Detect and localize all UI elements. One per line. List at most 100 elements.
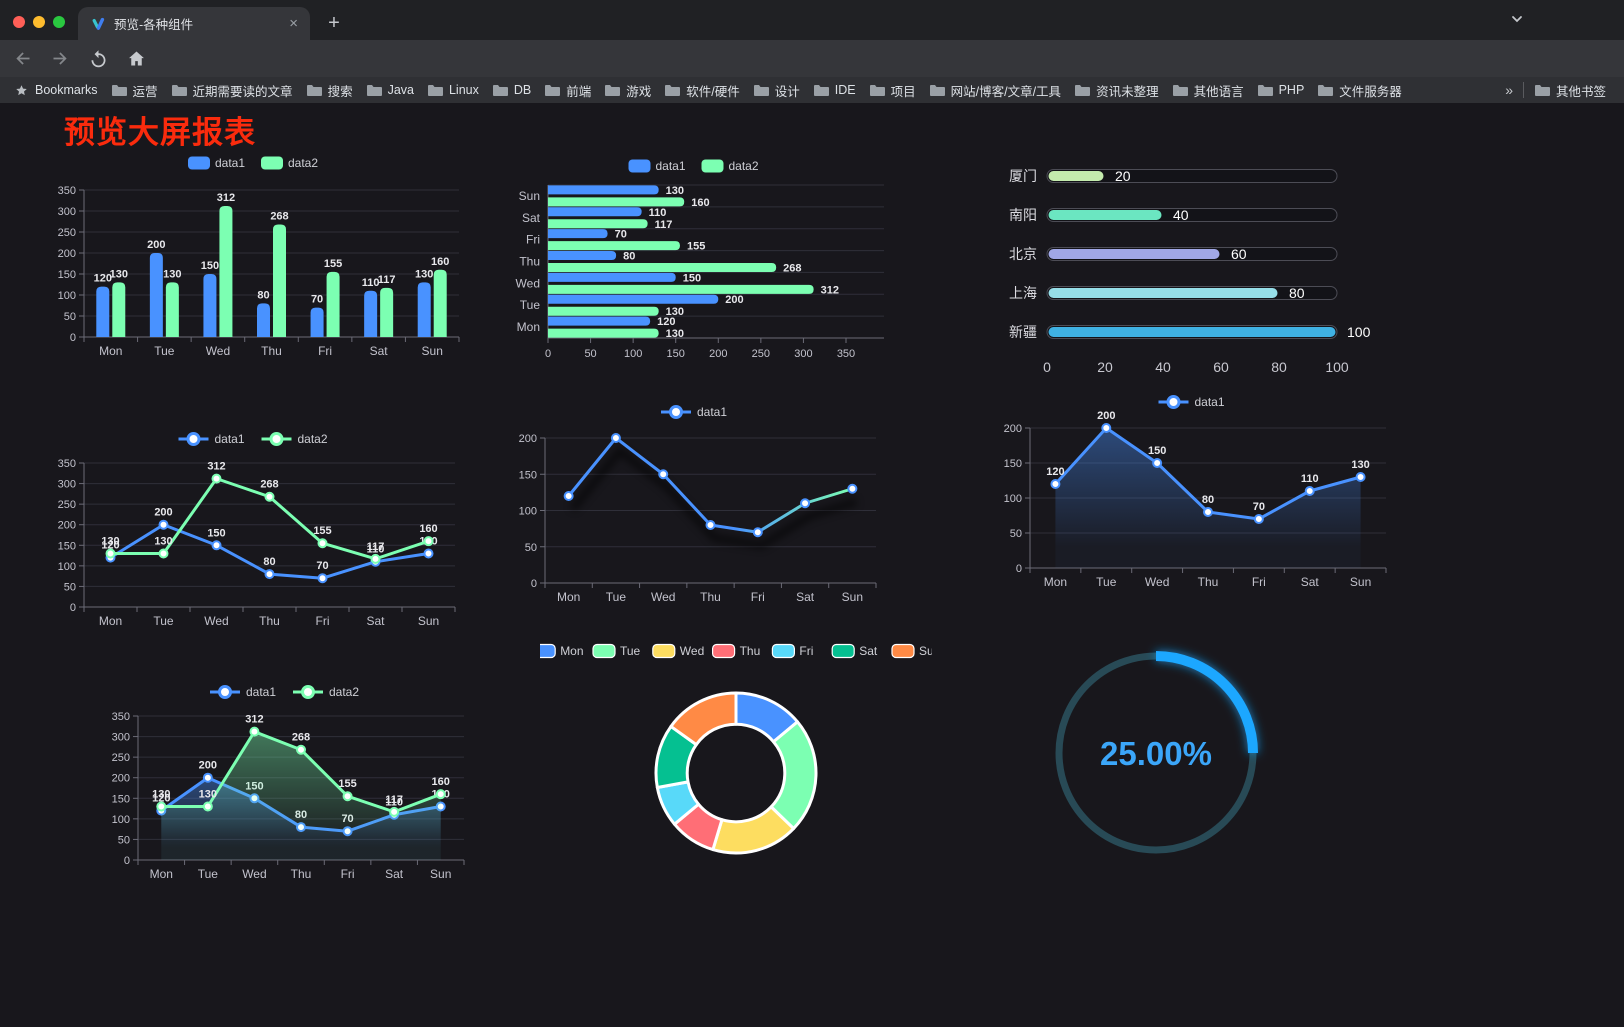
svg-text:20: 20 [1115, 168, 1131, 184]
svg-text:Wed: Wed [206, 344, 230, 358]
chart-line-gradient[interactable]: 0 50 100 150 200 Mon Tue Wed Thu Fri Sat Sun data1 [503, 398, 888, 613]
bookmark-folder[interactable]: 设计 [753, 81, 800, 100]
bookmark-folder-label: 运营 [132, 84, 158, 99]
chart-line-two-series[interactable]: 0 50 100 150 200 250 300 350 Mon Tue Wed Thu Fri Sat S… [42, 425, 467, 637]
bookmark-folder-label: 文件服务器 [1339, 84, 1402, 99]
svg-text:Fri: Fri [799, 644, 813, 658]
svg-text:Sat: Sat [796, 590, 815, 604]
zoom-window-button[interactable] [53, 16, 65, 28]
svg-text:Sat: Sat [1301, 575, 1320, 589]
chart-canvas-bar-progress[interactable]: 厦门 20 南阳 40 北京 60 上海 80 新疆 100 0 20 40 60 80 100 [995, 160, 1395, 388]
svg-text:Thu: Thu [1198, 575, 1219, 589]
svg-text:150: 150 [1004, 458, 1022, 470]
bookmark-folder-label: 搜索 [327, 84, 353, 99]
bookmark-folder[interactable]: 其他语言 [1172, 81, 1244, 100]
chart-bar-horizontal[interactable]: 0 50 100 150 200 250 300 350 Sun 130 160 Sat 110 117 F… [500, 155, 890, 367]
svg-text:Mon: Mon [557, 590, 580, 604]
bookmark-folder[interactable]: IDE [813, 83, 856, 97]
svg-text:Wed: Wed [1145, 575, 1169, 589]
chart-gauge[interactable]: 25.00% [1036, 635, 1276, 875]
home-button[interactable] [126, 48, 147, 69]
svg-text:data1: data1 [215, 156, 245, 170]
svg-text:50: 50 [584, 348, 596, 360]
forward-button[interactable] [50, 48, 71, 69]
bookmark-folder[interactable]: 软件/硬件 [664, 81, 740, 100]
chart-area-single[interactable]: 0 50 100 150 200 Mon Tue Wed Thu Fri Sat Sun 120 200 1… [988, 388, 1398, 598]
svg-text:data1: data1 [697, 405, 727, 419]
svg-text:117: 117 [385, 794, 403, 806]
bookmark-folder[interactable]: 网站/博客/文章/工具 [929, 81, 1061, 100]
folder-icon [605, 85, 621, 96]
reload-button[interactable] [88, 48, 109, 69]
svg-text:Sun: Sun [422, 344, 443, 358]
chart-canvas-bar-vertical[interactable]: 050100150200250300350Mon120130Tue200130W… [42, 148, 467, 370]
svg-text:Thu: Thu [740, 644, 761, 658]
bookmarks-root[interactable]: Bookmarks [14, 83, 98, 98]
bookmark-folder[interactable]: 文件服务器 [1317, 81, 1402, 100]
folder-icon [1075, 85, 1091, 96]
svg-text:Sun: Sun [519, 189, 540, 203]
svg-text:110: 110 [1301, 473, 1319, 485]
chart-canvas-line-area-two-series[interactable]: 0 50 100 150 200 250 300 350 Mon Tue Wed Thu Fri Sat S… [96, 678, 476, 890]
folder-icon [869, 85, 885, 96]
svg-text:160: 160 [431, 256, 449, 268]
bookmark-folder[interactable]: 游戏 [604, 81, 651, 100]
bookmark-folder[interactable]: 项目 [869, 81, 916, 100]
minimize-window-button[interactable] [33, 16, 45, 28]
bookmark-folder[interactable]: Linux [427, 83, 479, 97]
bookmark-folder[interactable]: PHP [1257, 83, 1304, 97]
chart-bar-vertical[interactable]: 0 50 100 150 200 250 300 350 Mon 120 130 Tue 200 130 W… [42, 148, 467, 370]
svg-text:130: 130 [101, 536, 119, 548]
bookmarks-divider [1522, 82, 1524, 98]
close-window-button[interactable] [13, 16, 25, 28]
svg-text:200: 200 [1097, 410, 1115, 422]
browser-tab[interactable]: 预览-各种组件 × [78, 7, 310, 40]
tab-search-chevron-icon[interactable] [1510, 12, 1524, 26]
svg-text:70: 70 [615, 229, 627, 241]
bookmark-folder[interactable]: 资讯未整理 [1074, 81, 1159, 100]
bookmarks-right-group: » 其他书签 [1505, 81, 1610, 100]
chart-canvas-gauge[interactable]: 25.00% [1036, 635, 1276, 875]
chart-canvas-line-gradient[interactable]: 0 50 100 150 200 Mon Tue Wed Thu Fri Sat Sun data1 [503, 398, 888, 613]
svg-text:200: 200 [1004, 423, 1022, 435]
svg-text:100: 100 [58, 290, 76, 302]
svg-text:Sun: Sun [430, 867, 451, 881]
svg-text:80: 80 [623, 251, 635, 263]
svg-text:130: 130 [163, 268, 181, 280]
new-tab-button[interactable]: + [328, 11, 340, 34]
bookmark-folder[interactable]: DB [492, 83, 531, 97]
svg-text:Sun: Sun [842, 590, 863, 604]
svg-text:40: 40 [1155, 359, 1171, 375]
other-bookmarks-folder[interactable]: 其他书签 [1534, 81, 1606, 100]
bookmark-folder-label: 其他语言 [1193, 84, 1244, 99]
chart-canvas-area-single[interactable]: 0 50 100 150 200 Mon Tue Wed Thu Fri Sat Sun 120 200 1… [988, 388, 1398, 598]
svg-text:110: 110 [385, 797, 403, 809]
bookmark-folder[interactable]: 搜索 [306, 81, 353, 100]
svg-text:120: 120 [657, 316, 675, 328]
chart-line-area-two-series[interactable]: 0 50 100 150 200 250 300 350 Mon Tue Wed Thu Fri Sat S… [96, 678, 476, 890]
svg-text:350: 350 [112, 711, 130, 723]
bookmark-folder[interactable]: 前端 [544, 81, 591, 100]
svg-text:Thu: Thu [700, 590, 721, 604]
bookmarks-label: Bookmarks [35, 83, 98, 97]
back-button[interactable] [12, 48, 33, 69]
svg-text:Sun: Sun [1350, 575, 1371, 589]
chart-bar-progress[interactable]: 厦门 20 南阳 40 北京 60 上海 80 新疆 100 0 20 40 60 80 100 [995, 160, 1395, 388]
chart-canvas-line-two-series[interactable]: 0 50 100 150 200 250 300 350 Mon Tue Wed Thu Fri Sat S… [42, 425, 467, 637]
svg-text:80: 80 [263, 556, 275, 568]
svg-text:160: 160 [691, 197, 709, 209]
bookmarks-overflow-button[interactable]: » [1505, 82, 1513, 98]
folder-icon [111, 85, 127, 96]
tab-close-icon[interactable]: × [289, 15, 298, 32]
bookmark-folder[interactable]: Java [366, 83, 414, 97]
bookmark-folder[interactable]: 运营 [111, 81, 158, 100]
svg-text:100: 100 [112, 814, 130, 826]
chart-canvas-donut[interactable]: Mon Tue Wed Thu Fri Sat Sun [540, 638, 932, 891]
svg-text:130: 130 [110, 268, 128, 280]
svg-text:Sat: Sat [366, 614, 385, 628]
svg-text:300: 300 [794, 348, 812, 360]
svg-text:data2: data2 [329, 685, 359, 699]
bookmark-folder[interactable]: 近期需要读的文章 [171, 81, 293, 100]
chart-donut[interactable]: Mon Tue Wed Thu Fri Sat Sun [540, 638, 932, 891]
